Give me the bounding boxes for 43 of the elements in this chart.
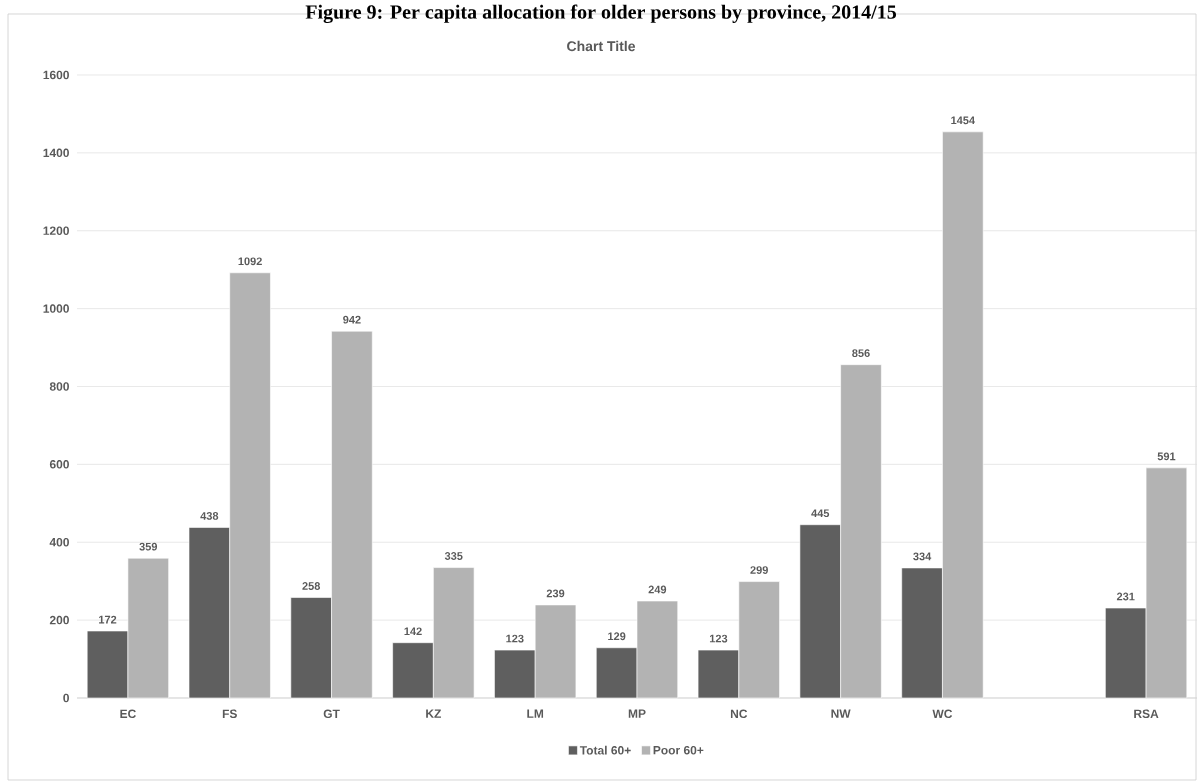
data-label: 445: [811, 509, 830, 518]
y-tick-label: 1200: [43, 226, 69, 235]
data-label: 142: [404, 627, 422, 636]
data-label: 231: [1116, 592, 1135, 601]
data-label: 123: [506, 634, 524, 643]
legend-label: Poor 60+: [653, 745, 704, 755]
x-tick-label: NW: [831, 709, 851, 718]
data-label: 591: [1157, 452, 1176, 461]
data-label: 249: [648, 585, 667, 594]
data-label: 239: [546, 589, 565, 598]
x-tick-label: KZ: [426, 709, 442, 718]
data-label: 172: [99, 615, 117, 624]
data-label: 1092: [238, 257, 262, 266]
data-label: 438: [200, 512, 219, 520]
chart-title: Figure 9: Per capita allocation for older persons by province, 2014/15: [305, 4, 897, 24]
y-tick-label: 200: [49, 615, 69, 625]
y-tick-label: 800: [49, 382, 69, 391]
y-tick-label: 1000: [43, 304, 69, 313]
y-tick-label: 0: [63, 693, 69, 703]
x-tick-label: EC: [120, 709, 136, 719]
x-tick-label: NC: [730, 709, 748, 719]
x-tick-label: GT: [323, 709, 340, 719]
data-label: 856: [852, 349, 870, 358]
legend-label: Total 60+: [579, 745, 631, 755]
data-label: 335: [444, 552, 463, 560]
y-tick-label: 1400: [43, 148, 69, 158]
chart-subtitle: Chart Title: [567, 40, 636, 52]
data-label: 359: [139, 542, 158, 551]
data-label: 1454: [951, 116, 975, 125]
data-label: 258: [302, 582, 321, 590]
data-label: 299: [750, 566, 768, 574]
data-label: 942: [343, 315, 361, 324]
x-tick-label: MP: [628, 709, 646, 718]
x-tick-label: LM: [527, 709, 544, 718]
data-label: 123: [709, 634, 728, 643]
y-tick-label: 1600: [43, 70, 69, 80]
x-tick-label: WC: [932, 709, 953, 719]
x-tick-label: FS: [222, 709, 237, 719]
data-label: 334: [913, 552, 932, 561]
y-tick-label: 400: [49, 537, 69, 547]
y-tick-label: 600: [49, 460, 69, 469]
x-tick-label: RSA: [1134, 709, 1159, 719]
data-label: 129: [608, 632, 626, 641]
